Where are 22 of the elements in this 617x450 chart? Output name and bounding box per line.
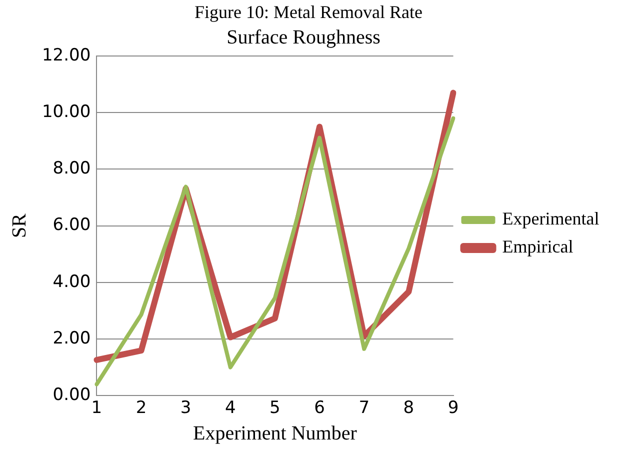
x-tick-label: 3 [180, 398, 192, 418]
legend-label: Experimental [502, 208, 600, 229]
x-tick-label: 7 [358, 398, 370, 418]
y-tick-label: 12.00 [42, 45, 91, 66]
y-axis-title: SR [8, 212, 30, 238]
y-tick-label: 0.00 [52, 385, 91, 406]
y-tick-label: 4.00 [52, 272, 91, 292]
legend-label: Empirical [502, 236, 574, 257]
x-tick-label: 9 [448, 398, 459, 418]
y-tick-label: 6.00 [52, 215, 91, 236]
caption: Figure 10: Metal Removal Rate [194, 2, 424, 23]
y-tick-label: 2.00 [52, 328, 91, 348]
y-tick-label: 10.00 [42, 102, 91, 122]
y-tick-label: 8.00 [52, 158, 91, 179]
x-axis-title: Experiment Number [193, 422, 358, 444]
x-tick-label: 4 [224, 398, 236, 418]
x-tick-label: 6 [314, 398, 325, 418]
x-tick-label: 5 [270, 398, 280, 418]
x-tick-label: 8 [403, 398, 414, 418]
x-tick-label: 2 [136, 398, 147, 418]
chart-title: Surface Roughness [226, 26, 381, 48]
x-tick-label: 1 [91, 398, 102, 418]
